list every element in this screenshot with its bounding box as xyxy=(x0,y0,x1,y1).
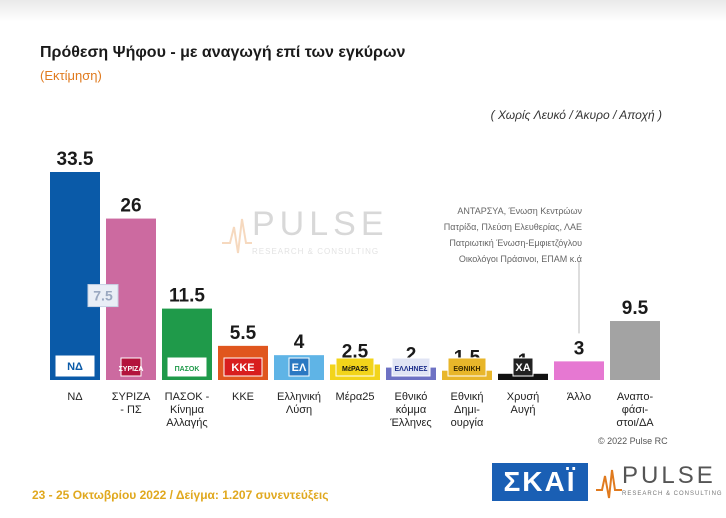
party-logo-text-4: ΕΛ xyxy=(292,362,307,374)
category-label-2: ΠΑΣΟΚ - xyxy=(165,391,210,403)
bar-0 xyxy=(50,172,100,380)
survey-dates-sample: 23 - 25 Οκτωβρίου 2022 / Δείγμα: 1.207 σ… xyxy=(32,488,329,502)
category-label-6: Έλληνες xyxy=(389,417,431,429)
watermark-sub: RESEARCH & CONSULTING xyxy=(252,247,380,256)
value-label-4: 4 xyxy=(294,332,305,353)
category-label-10: φάσι- xyxy=(622,404,649,416)
chart-subtitle: (Εκτίμηση) xyxy=(40,68,102,83)
category-label-7: Δημι- xyxy=(454,404,480,416)
category-label-4: Λύση xyxy=(286,404,312,416)
chart-title: Πρόθεση Ψήφου - με αναγωγή επί των εγκύρ… xyxy=(40,44,406,61)
category-label-8: Αυγή xyxy=(511,404,536,416)
others-note-line: Πατρίδα, Πλεύση Ελευθερίας, ΛΑΕ xyxy=(443,222,582,232)
party-logo-7 xyxy=(447,357,487,377)
pulse-logo-word: PULSE xyxy=(622,462,716,489)
party-logo-text-5: ΜέΡΑ25 xyxy=(342,366,368,373)
category-label-0: ΝΔ xyxy=(67,391,83,403)
category-label-1: ΣΥΡΙΖΑ xyxy=(112,391,151,403)
party-logo-text-7: ΕΘΝΙΚΗ xyxy=(453,366,480,373)
category-label-4: Ελληνική xyxy=(277,391,321,403)
value-label-3: 5.5 xyxy=(230,323,257,344)
party-logo-8 xyxy=(512,357,534,377)
watermark-word: PULSE xyxy=(252,205,389,243)
category-label-10: Αναπο- xyxy=(617,391,654,403)
category-label-1: - ΠΣ xyxy=(120,404,142,416)
pulse-wave-icon xyxy=(222,218,252,254)
category-label-5: Μέρα25 xyxy=(336,391,375,403)
skai-logo: ΣΚΑΪ xyxy=(492,463,588,501)
party-logo-text-0: ΝΔ xyxy=(67,361,83,373)
party-logo-1 xyxy=(120,357,142,377)
category-label-7: ουργία xyxy=(451,417,484,429)
pulse-logo: PULSE RESEARCH & CONSULTING xyxy=(596,462,722,504)
party-logo-3 xyxy=(223,357,263,377)
pulse-wave-icon xyxy=(596,469,622,499)
party-logo-0 xyxy=(55,355,95,377)
category-label-7: Εθνική xyxy=(450,391,483,403)
category-label-8: Χρυσή xyxy=(507,391,540,403)
party-logo-text-6: ΕΛΛΗΝΕΣ xyxy=(395,366,428,373)
top-band xyxy=(0,0,726,22)
exclusion-note: ( Χωρίς Λευκό / Άκυρο / Αποχή ) xyxy=(490,108,662,122)
bar-8 xyxy=(498,373,548,380)
value-label-5: 2.5 xyxy=(342,341,369,362)
party-logo-2 xyxy=(167,357,207,377)
value-label-0: 33.5 xyxy=(57,149,94,170)
value-label-1: 26 xyxy=(120,196,141,217)
party-logo-text-3: ΚΚΕ xyxy=(231,362,254,374)
bar-9 xyxy=(554,361,604,380)
bar-10 xyxy=(610,321,660,380)
pulse-logo-sub: RESEARCH & CONSULTING xyxy=(622,491,723,497)
others-note: ΑΝΤΑΡΣΥΑ, Ένωση Κεντρώων Πατρίδα, Πλεύση… xyxy=(404,203,582,267)
value-label-6: 2 xyxy=(406,345,417,366)
party-logo-5 xyxy=(335,357,375,377)
others-note-line: ΑΝΤΑΡΣΥΑ, Ένωση Κεντρώων xyxy=(457,206,582,216)
party-logo-text-8: ΧΑ xyxy=(515,362,530,374)
copyright: © 2022 Pulse RC xyxy=(598,436,668,446)
others-note-line: Πατριωτική Ένωση-Εμφιετζόγλου xyxy=(449,238,582,248)
category-label-2: Κίνημα xyxy=(170,404,205,416)
party-logo-text-1: ΣΥΡΙΖΑ xyxy=(119,366,144,373)
others-note-line: Οικολόγοι Πράσινοι, ΕΠΑΜ κ.ά xyxy=(458,254,582,264)
party-logo-6 xyxy=(391,357,431,377)
value-label-9: 3 xyxy=(574,338,585,359)
value-label-10: 9.5 xyxy=(622,298,649,319)
gap-annotation: 7.5 xyxy=(93,288,113,304)
category-label-2: Αλλαγής xyxy=(166,417,207,429)
pulse-watermark: PULSE RESEARCH & CONSULTING xyxy=(222,205,392,265)
party-logo-text-2: ΠΑΣΟΚ xyxy=(175,366,200,373)
category-label-9: Άλλο xyxy=(567,391,591,403)
party-logo-4 xyxy=(288,357,310,377)
category-label-10: στοι/ΔΑ xyxy=(616,417,654,429)
category-label-3: ΚΚΕ xyxy=(232,391,254,403)
category-label-6: κόμμα xyxy=(396,404,427,416)
category-label-6: Εθνικό xyxy=(395,391,428,403)
gap-box xyxy=(87,284,119,308)
value-label-2: 11.5 xyxy=(169,286,205,307)
